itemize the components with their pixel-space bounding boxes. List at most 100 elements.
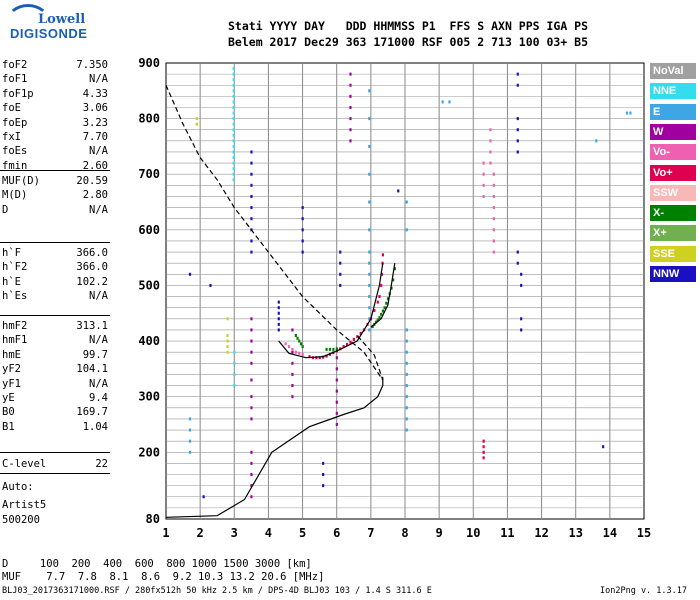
echo-point-nne (232, 167, 235, 171)
echo-point-nnw (277, 317, 280, 321)
param-value: N/A (89, 203, 108, 216)
param-value: 7.70 (82, 131, 108, 143)
echo-point-vo (378, 295, 381, 299)
param-value: N/A (89, 334, 108, 347)
echo-point-nnw (516, 261, 519, 265)
echo-point-nnw (516, 250, 519, 254)
param-value: N/A (89, 145, 108, 158)
echo-point-nnw (277, 328, 280, 332)
echo-point-nnw (188, 272, 192, 276)
echo-point-vo (482, 450, 485, 454)
echo-point-vo (298, 351, 301, 355)
param-name: foF1 (2, 73, 28, 86)
param-value: 169.7 (76, 406, 108, 419)
echo-point-nnw (516, 117, 519, 121)
param-value: 7.350 (76, 59, 108, 71)
muf-value-row: MUF 7.7 7.8 8.1 8.6 9.2 10.3 13.2 20.6 [… (2, 571, 325, 583)
echo-point-w (335, 411, 338, 415)
echo-point-vo (356, 335, 359, 339)
echo-point-nne (232, 178, 235, 182)
x-tick-label: 8 (401, 526, 408, 540)
x-tick-label: 6 (333, 526, 340, 540)
echo-point-e (368, 328, 371, 332)
echo-point-w (335, 356, 338, 360)
echo-point-x (381, 309, 385, 313)
echo-point-e (629, 111, 632, 115)
echo-point-e (405, 361, 408, 365)
echo-point-nnw (301, 206, 304, 210)
legend-item-nnw: NNW (650, 266, 696, 282)
param-name: M(D) (2, 189, 28, 202)
echo-point-w (349, 139, 352, 143)
param-name: fxI (2, 131, 21, 143)
param-value: 4.33 (82, 87, 108, 100)
param-name: h`Es (2, 290, 28, 303)
x-tick-label: 14 (603, 526, 617, 540)
echo-point-w (250, 395, 253, 399)
echo-point-nnw (516, 128, 519, 132)
echo-point-e (188, 439, 192, 443)
x-tick-label: 2 (197, 526, 204, 540)
echo-point-nnw (277, 306, 280, 310)
echo-point-e (448, 100, 451, 104)
echo-point-x (376, 318, 379, 322)
y-tick-label: 400 (138, 334, 160, 348)
echo-point-vo (308, 355, 311, 359)
curves (165, 84, 396, 518)
curve-model (165, 84, 384, 381)
echo-point-nnw (322, 473, 325, 477)
echo-point-nnw (301, 239, 304, 243)
echo-point-nnw (250, 183, 253, 187)
echo-point-nnw (339, 272, 342, 276)
echo-point-w (349, 105, 352, 109)
echo-point-vo (492, 239, 495, 243)
param-hes: h`Es N/A (2, 289, 108, 303)
echo-point-e (188, 417, 192, 421)
echo-point-vo (482, 194, 485, 198)
echo-point-vo (349, 340, 352, 344)
echo-point-nnw (209, 283, 212, 287)
echo-point-w (335, 400, 338, 404)
y-tick-label: 600 (138, 223, 160, 237)
echo-point-nne (232, 72, 235, 76)
param-mufd: MUF(D) 20.59 (2, 174, 108, 188)
echo-point-sse (226, 345, 229, 349)
echo-point-w (335, 367, 338, 371)
curve-o-trace (278, 263, 384, 359)
param-name: D (2, 203, 9, 216)
echo-point-nnw (520, 272, 523, 276)
echo-point-nnw (516, 139, 519, 143)
echo-point-w (335, 389, 338, 393)
param-hf: h`F 366.0 (2, 246, 108, 260)
param-foe: foE 3.06 (2, 101, 108, 115)
param-value: 3.06 (82, 102, 108, 115)
echo-point-w (250, 350, 253, 354)
echo-point-e (405, 339, 408, 343)
echo-point-nne (232, 78, 235, 82)
legend-item-sse: SSE (650, 245, 696, 262)
param-name: h`F2 (2, 261, 28, 274)
echo-point-nnw (250, 239, 253, 243)
echo-point-vo (342, 345, 345, 349)
auto-scaling-code: 500200 (2, 514, 40, 526)
echo-point-w (291, 350, 294, 354)
param-ye: yE 9.4 (2, 391, 108, 405)
echo-point-vo (315, 356, 318, 360)
param-value: 1.04 (82, 420, 108, 433)
param-value: 2.80 (82, 189, 108, 202)
param-foes: foEs N/A (2, 144, 108, 158)
param-yf1: yF1 N/A (2, 377, 108, 391)
echo-point-nne (233, 384, 236, 388)
echo-point-x (298, 339, 301, 343)
auto-scaling-label: Auto: (2, 481, 34, 493)
echo-point-e (188, 428, 192, 432)
param-md: M(D) 2.80 (2, 188, 108, 202)
echo-point-nne (232, 111, 235, 115)
echo-point-vo (492, 206, 495, 210)
echo-point-nne (232, 156, 235, 160)
x-tick-label: 12 (534, 526, 548, 540)
echo-point-w (250, 317, 253, 321)
echo-point-nne (232, 122, 235, 126)
echo-point-e (405, 328, 408, 332)
param-fof1p: foF1p 4.33 (2, 87, 108, 101)
